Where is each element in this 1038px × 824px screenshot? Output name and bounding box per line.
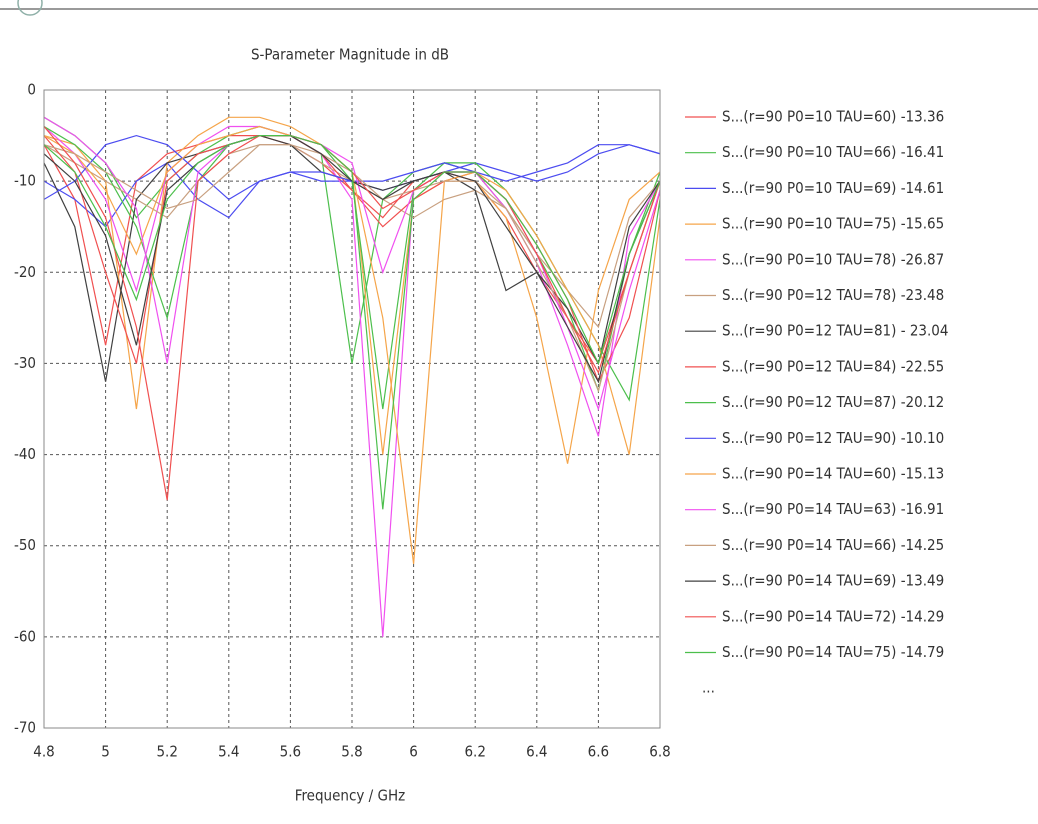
legend-label: S...(r=90 P0=10 TAU=66) -16.41 [722,143,944,161]
legend-label: S...(r=90 P0=12 TAU=87) -20.12 [722,393,944,411]
x-tick-label: 6.8 [649,743,670,761]
legend-label: S...(r=90 P0=14 TAU=63) -16.91 [722,500,944,518]
x-axis-label: Frequency / GHz [295,787,405,805]
legend-label: S...(r=90 P0=12 TAU=90) -10.10 [722,429,944,447]
y-tick-label: -10 [14,172,36,190]
x-tick-label: 5.6 [280,743,301,761]
window-icon [17,0,43,16]
legend-label: S...(r=90 P0=12 TAU=78) -23.48 [722,286,944,304]
series-line [44,125,660,637]
x-tick-label: 6 [409,743,418,761]
legend-label: S...(r=90 P0=12 TAU=81) - 23.04 [722,322,948,340]
legend-label: S...(r=90 P0=14 TAU=60) -15.13 [722,465,944,483]
legend-label: S...(r=90 P0=10 TAU=78) -26.87 [722,250,944,268]
x-tick-label: 5.2 [156,743,177,761]
series-line [44,135,660,510]
x-tick-label: 6.6 [588,743,609,761]
y-tick-label: -70 [14,719,36,737]
series-line [44,116,660,411]
legend-label: S...(r=90 P0=14 TAU=69) -13.49 [722,572,944,590]
legend-label: S...(r=90 P0=14 TAU=72) -14.29 [722,607,944,625]
y-tick-label: -50 [14,536,36,554]
y-tick-label: -40 [14,445,36,463]
legend-overflow: ... [702,679,715,697]
y-tick-label: -30 [14,354,36,372]
x-tick-label: 4.8 [33,743,54,761]
y-tick-label: -60 [14,627,36,645]
legend-label: S...(r=90 P0=14 TAU=75) -14.79 [722,643,944,661]
legend-label: S...(r=90 P0=10 TAU=60) -13.36 [722,108,944,126]
plot-frame [43,89,661,729]
legend-label: S...(r=90 P0=10 TAU=69) -14.61 [722,179,944,197]
legend-label: S...(r=90 P0=14 TAU=66) -14.25 [722,536,944,554]
x-tick-label: 5.4 [218,743,239,761]
x-tick-label: 6.2 [464,743,485,761]
legend: S...(r=90 P0=10 TAU=60) -13.36 S...(r=90 … [685,108,948,697]
y-tick-label: -20 [14,263,36,281]
chart-title: S-Parameter Magnitude in dB [251,46,449,64]
y-tick-label: 0 [27,81,36,99]
plot-lines [44,116,660,637]
legend-label: S...(r=90 P0=10 TAU=75) -15.65 [722,215,944,233]
x-tick-label: 5 [101,743,110,761]
series-line [44,135,660,384]
x-tick-label: 6.4 [526,743,547,761]
ticks: 0 -10 -20 -30 -40 -50 -60 -70 4.8 5 5.2 5.4 5.6 5.8 6 6… [14,81,671,761]
legend-label: S...(r=90 P0=12 TAU=84) -22.55 [722,357,944,375]
x-tick-label: 5.8 [341,743,362,761]
